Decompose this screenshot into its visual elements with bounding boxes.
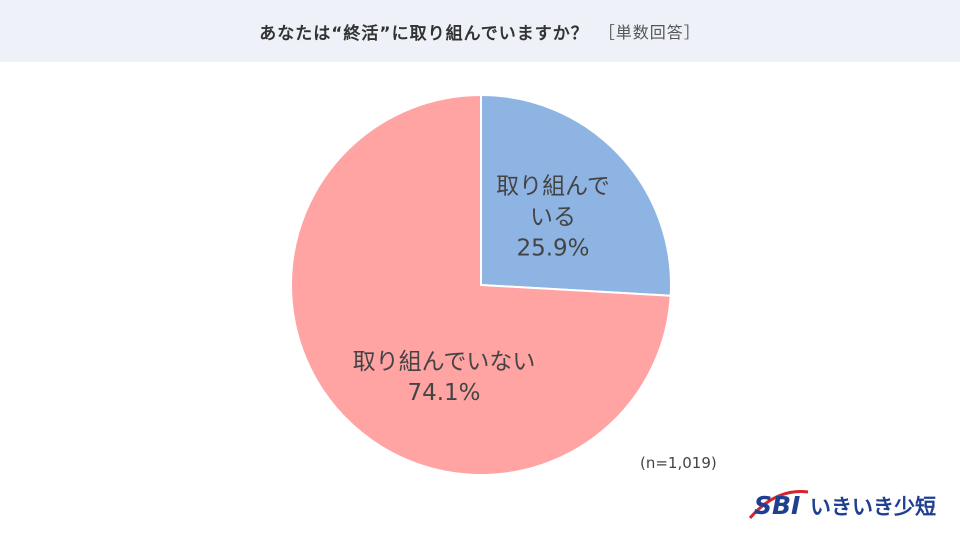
slice-value-label-0: 25.9% (516, 236, 589, 262)
sbi-ikiiki-logo: SBI いきいき少短 (748, 490, 936, 520)
pie-slice-0 (480, 93, 672, 297)
logo-company-name: いきいき少短 (810, 495, 936, 519)
slice-value-label-1: 74.1% (407, 380, 480, 406)
logo-sbi-mark: SBI (754, 491, 800, 520)
chart-title-note: ［単数回答］ (598, 23, 701, 42)
chart-title-bar: あなたは“終活”に取り組んでいますか？ ［単数回答］ (0, 0, 960, 62)
chart-title: あなたは“終活”に取り組んでいますか？ (259, 23, 589, 44)
slice-category-label-1: 取り組んでいない (353, 349, 536, 375)
pie-slice-1 (290, 93, 672, 476)
slice-category-label-0: 取り組んで (496, 174, 610, 200)
slice-category-label-0: いる (530, 205, 576, 231)
sample-size-note: (n=1,019) (640, 454, 717, 472)
logo-swoosh (748, 490, 809, 519)
